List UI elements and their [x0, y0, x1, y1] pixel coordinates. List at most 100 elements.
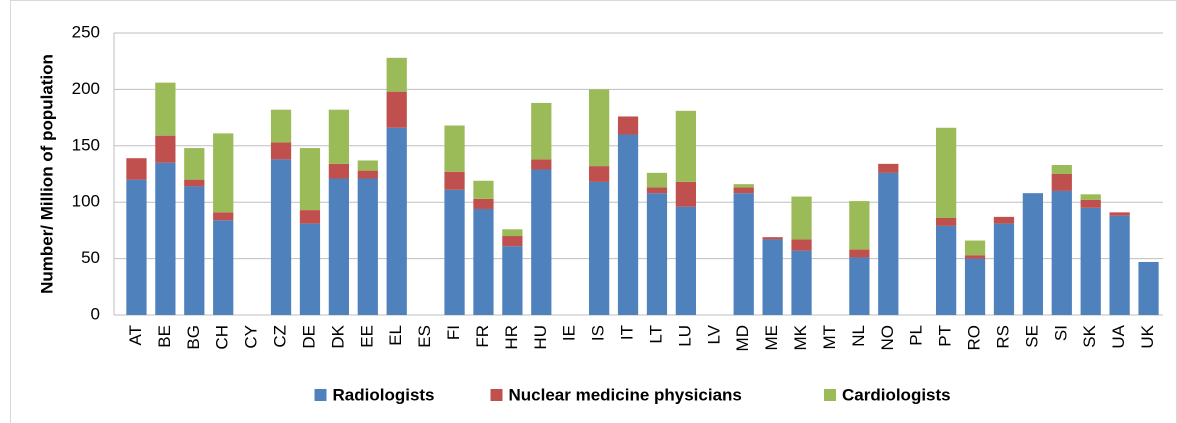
bar-segment — [1051, 164, 1072, 174]
bar-segment — [791, 239, 812, 251]
bar-segment — [1080, 207, 1101, 315]
bar-segment — [328, 178, 349, 315]
bar-segment — [328, 109, 349, 164]
x-tick-label: NL — [849, 325, 868, 347]
bar-segment — [270, 159, 292, 315]
bar-segment — [270, 109, 292, 143]
bar-segment — [473, 198, 494, 209]
bar-segment — [357, 178, 378, 315]
bar-segment — [936, 225, 957, 315]
x-tick-label: LU — [675, 325, 694, 347]
y-tick-label: 150 — [72, 135, 100, 154]
x-tick-label: PL — [907, 325, 926, 346]
legend-swatch — [490, 389, 503, 401]
bar-segment — [964, 240, 986, 256]
x-tick-label: RO — [965, 325, 984, 351]
x-tick-label: EL — [386, 325, 405, 346]
x-tick-label: ME — [762, 325, 781, 351]
legend-label: Nuclear medicine physicians — [509, 385, 742, 404]
bar-segment — [126, 179, 147, 315]
bar-segment — [357, 170, 378, 179]
bar-segment — [184, 186, 205, 315]
x-tick-label: RS — [993, 325, 1012, 349]
bar-segment — [531, 169, 552, 315]
bar-segment — [617, 116, 639, 135]
bar-segment — [733, 193, 754, 315]
bar-segment — [993, 216, 1015, 224]
bar-segment — [849, 201, 870, 250]
x-tick-label: ES — [415, 325, 434, 348]
x-tick-label: CZ — [271, 325, 290, 348]
bar-segment — [473, 180, 494, 199]
bar-segment — [386, 91, 407, 128]
bar-segment — [270, 142, 292, 160]
bar-segment — [299, 210, 321, 224]
x-tick-label: LV — [704, 324, 723, 344]
bar-segment — [444, 125, 465, 172]
bar-segment — [646, 187, 668, 194]
y-tick-label: 0 — [91, 304, 100, 323]
y-tick-label: 200 — [72, 79, 100, 98]
bar-segment — [1051, 174, 1072, 191]
legend-label: Cardiologists — [842, 385, 951, 404]
bar-segment — [1138, 261, 1159, 315]
bar-segment — [502, 229, 523, 237]
bar-segment — [675, 181, 696, 207]
bar-segment — [878, 172, 899, 315]
x-tick-label: IT — [618, 325, 637, 340]
bar-segment — [646, 193, 668, 315]
bar-segment — [1051, 190, 1072, 315]
bar-segment — [964, 258, 986, 315]
bar-segment — [184, 179, 205, 187]
bar-segment — [936, 127, 957, 218]
x-tick-label: LT — [646, 325, 665, 344]
bar-segment — [589, 89, 610, 167]
bar-segment — [213, 133, 234, 213]
x-tick-label: BG — [184, 325, 203, 350]
bar-segment — [155, 162, 176, 315]
x-tick-label: BE — [155, 325, 174, 348]
bar-segment — [849, 257, 870, 315]
bar-segment — [155, 135, 176, 163]
bar-segment — [184, 148, 205, 180]
x-tick-label: AT — [126, 325, 145, 345]
bar-segment — [502, 236, 523, 247]
bar-segment — [1109, 215, 1130, 315]
bar-segment — [589, 181, 610, 315]
bar-segment — [299, 148, 321, 211]
x-tick-label: IE — [560, 325, 579, 341]
y-tick-label: 250 — [72, 22, 100, 41]
bar-segment — [993, 223, 1015, 315]
x-tick-label: NO — [878, 325, 897, 351]
bar-segment — [762, 239, 783, 315]
x-tick-label: MK — [791, 324, 810, 350]
bar-segment — [213, 212, 234, 221]
y-tick-label: 50 — [81, 248, 100, 267]
bar-segment — [762, 237, 783, 240]
bar-segment — [502, 246, 523, 315]
bar-segment — [386, 127, 407, 315]
bar-segment — [675, 110, 696, 182]
bar-segment — [675, 206, 696, 315]
bar-segment — [386, 57, 407, 92]
x-tick-label: FI — [444, 325, 463, 340]
bar-segment — [791, 250, 812, 315]
bar-segment — [849, 249, 870, 258]
x-tick-label: HR — [502, 325, 521, 350]
bar-segment — [791, 196, 812, 240]
bar-segment — [964, 255, 986, 259]
x-tick-label: SK — [1080, 324, 1099, 347]
x-tick-label: MD — [733, 325, 752, 351]
bar-segment — [531, 102, 552, 160]
bar-segment — [733, 187, 754, 194]
bar-segment — [878, 163, 899, 173]
x-tick-label: EE — [357, 325, 376, 348]
bar-segment — [1080, 194, 1101, 200]
x-tick-label: CH — [213, 325, 232, 350]
legend-swatch — [824, 389, 836, 401]
bar-segment — [213, 220, 234, 315]
x-tick-label: UA — [1109, 324, 1128, 348]
x-tick-label: SE — [1022, 325, 1041, 348]
bar-segment — [155, 82, 176, 136]
